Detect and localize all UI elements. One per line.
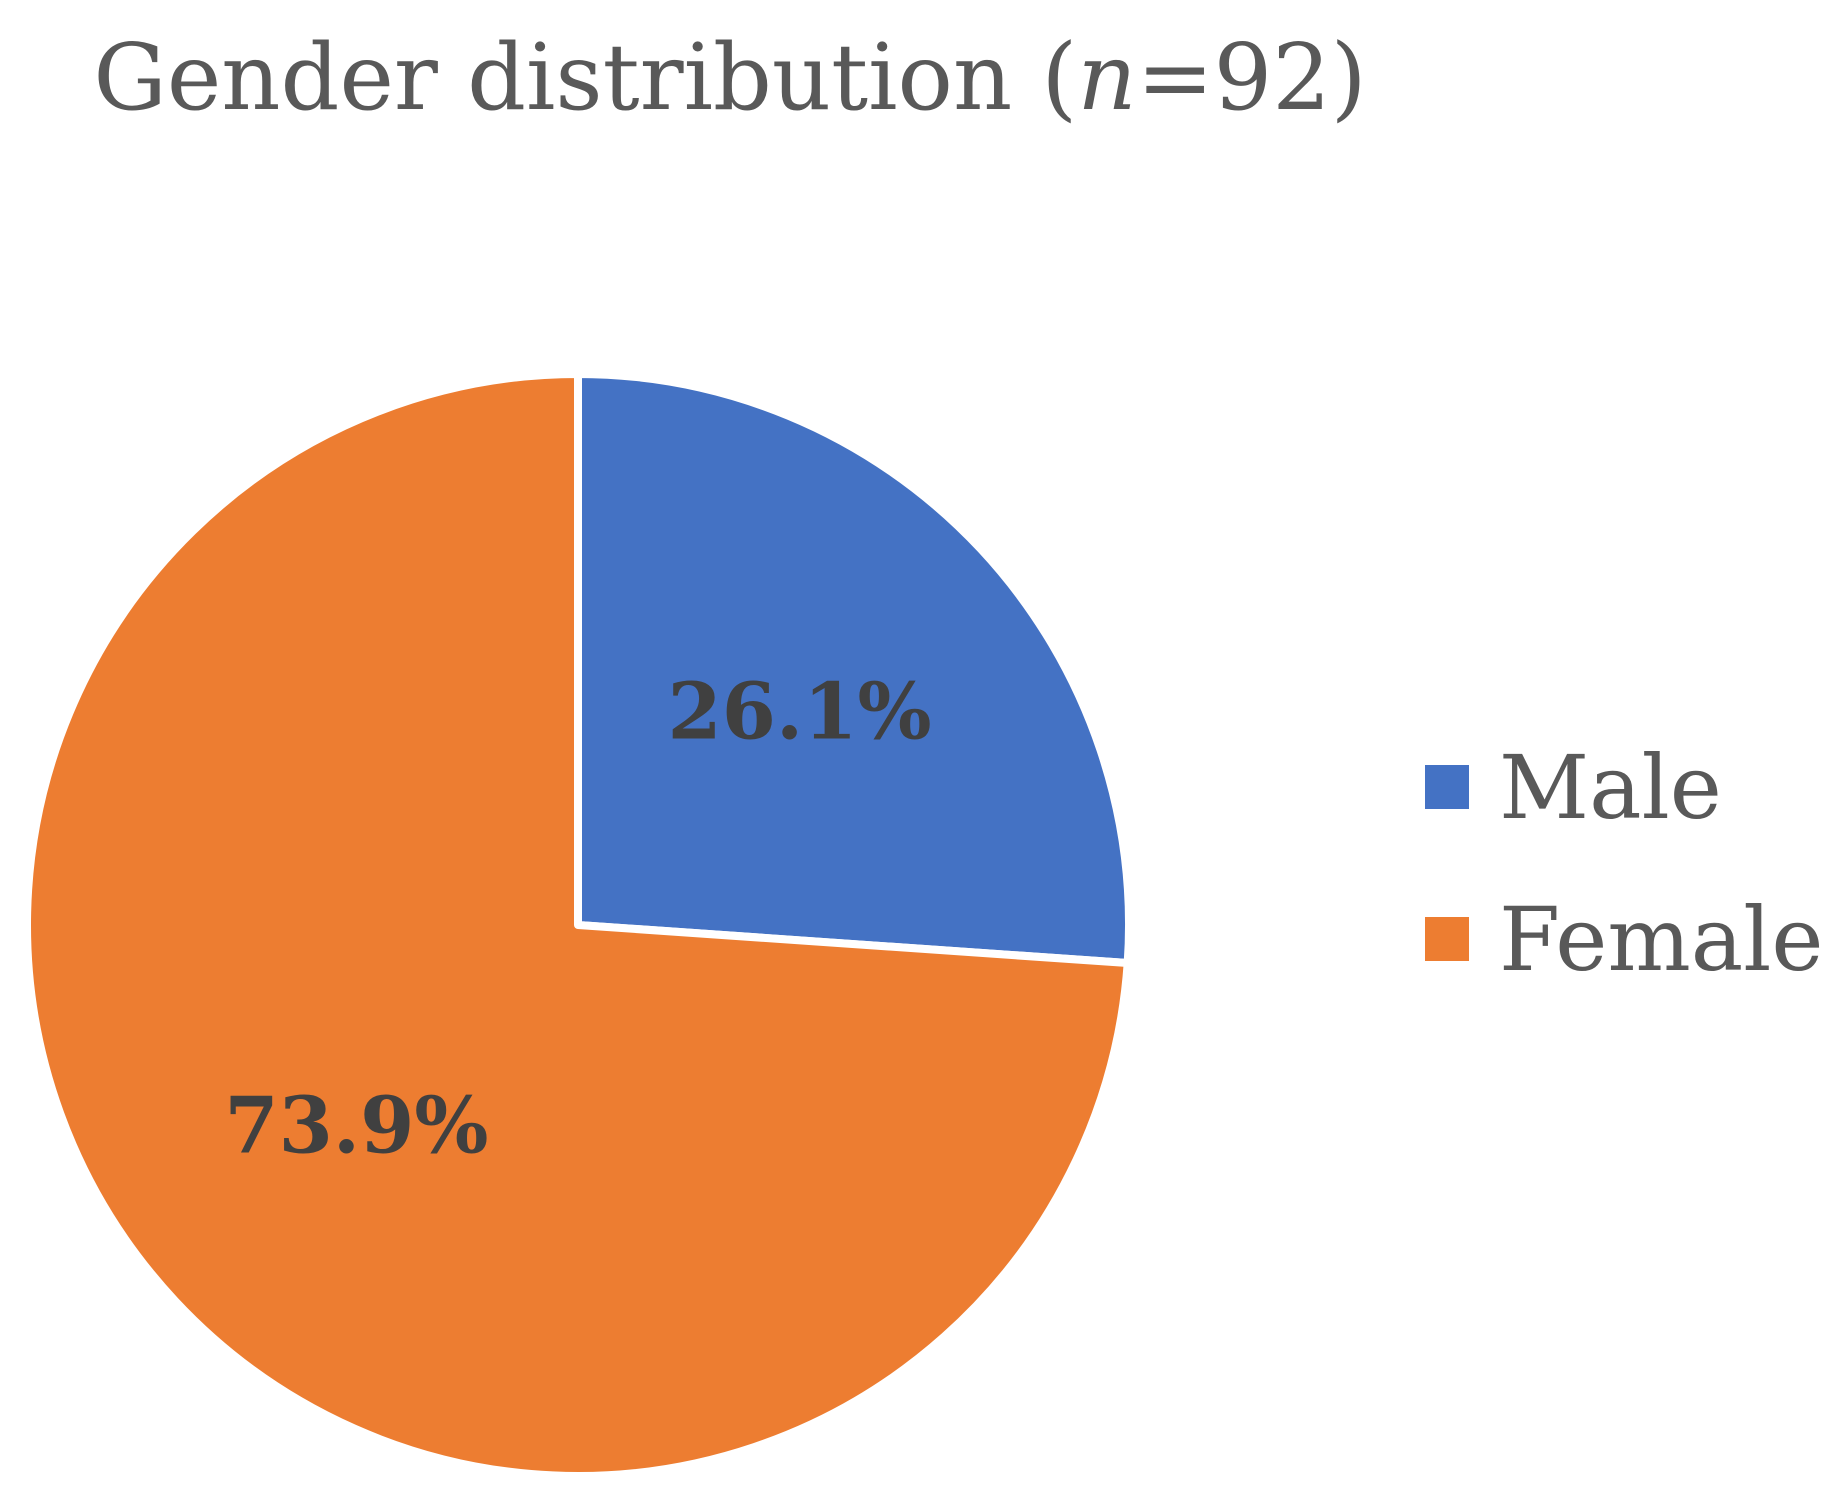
legend-item-female: Female [1425, 888, 1823, 991]
pie-slice-female [23, 370, 1132, 1480]
chart-title-n: n [1077, 24, 1137, 131]
legend-swatch-female [1425, 917, 1469, 961]
data-label-female: 73.9% [224, 1080, 488, 1171]
chart-title: Gender distribution (n=92) [0, 24, 1460, 131]
legend: Male Female [1425, 736, 1823, 1046]
chart-title-prefix: Gender distribution ( [93, 24, 1078, 131]
legend-item-male: Male [1425, 736, 1823, 839]
data-label-male: 26.1% [668, 667, 932, 758]
pie-labels: 26.1% 73.9% [224, 667, 931, 1172]
pie-slices [23, 370, 1133, 1480]
legend-label-female: Female [1499, 887, 1824, 991]
legend-label-male: Male [1499, 735, 1722, 839]
pie-slice-male [574, 370, 1133, 968]
chart-title-suffix: =92) [1136, 24, 1367, 131]
legend-swatch-male [1425, 765, 1469, 809]
